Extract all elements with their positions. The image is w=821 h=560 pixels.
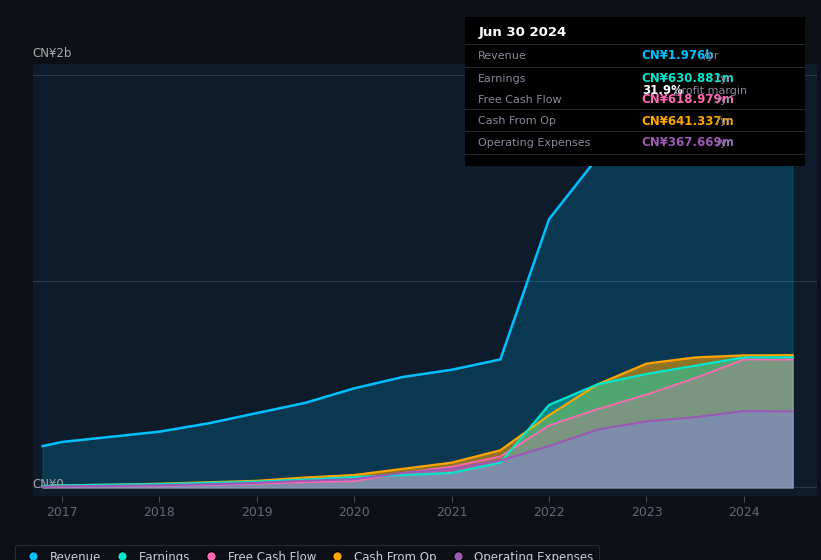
Text: CN¥641.337m: CN¥641.337m xyxy=(642,115,735,128)
Text: /yr: /yr xyxy=(713,74,732,84)
Text: Revenue: Revenue xyxy=(479,51,527,61)
Text: /yr: /yr xyxy=(713,138,732,148)
Text: /yr: /yr xyxy=(713,116,732,126)
Text: CN¥2b: CN¥2b xyxy=(33,47,72,60)
Text: /yr: /yr xyxy=(700,51,719,61)
Text: Jun 30 2024: Jun 30 2024 xyxy=(479,26,566,39)
Text: 31.9%: 31.9% xyxy=(642,85,683,97)
Legend: Revenue, Earnings, Free Cash Flow, Cash From Op, Operating Expenses: Revenue, Earnings, Free Cash Flow, Cash … xyxy=(16,545,599,560)
Text: Operating Expenses: Operating Expenses xyxy=(479,138,590,148)
Text: Cash From Op: Cash From Op xyxy=(479,116,556,126)
Text: CN¥630.881m: CN¥630.881m xyxy=(642,72,735,86)
Text: profit margin: profit margin xyxy=(671,86,747,96)
Text: CN¥0: CN¥0 xyxy=(33,478,65,491)
Text: CN¥1.976b: CN¥1.976b xyxy=(642,49,714,63)
Text: Earnings: Earnings xyxy=(479,74,527,84)
Text: CN¥367.669m: CN¥367.669m xyxy=(642,136,735,150)
Text: Free Cash Flow: Free Cash Flow xyxy=(479,95,562,105)
Text: CN¥618.979m: CN¥618.979m xyxy=(642,93,735,106)
Text: /yr: /yr xyxy=(713,95,732,105)
